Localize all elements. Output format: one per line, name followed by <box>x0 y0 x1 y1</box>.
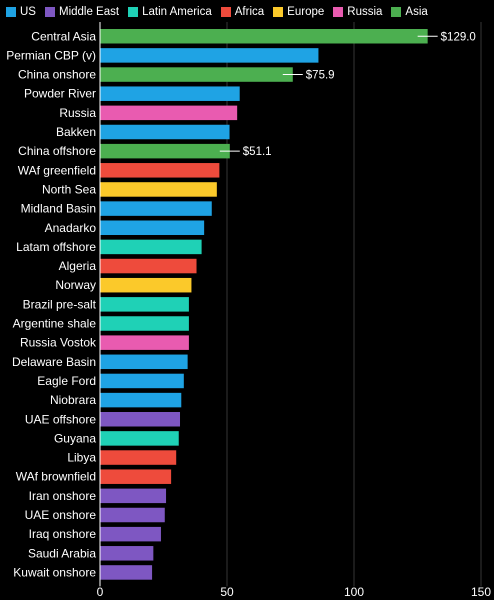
bar <box>100 258 197 274</box>
bar <box>100 507 165 523</box>
category-label: China offshore <box>18 144 96 158</box>
bar <box>100 373 184 389</box>
bar <box>100 201 212 216</box>
category-label: Bakken <box>56 125 96 139</box>
bar <box>100 124 230 140</box>
category-label: WAf brownfield <box>16 470 96 484</box>
legend-item: US <box>6 6 36 18</box>
bar <box>100 392 182 408</box>
legend-label: Middle East <box>58 6 120 18</box>
bar <box>100 220 205 235</box>
x-tick-label: 150 <box>471 585 491 599</box>
category-label: Libya <box>67 451 96 465</box>
category-label: North Sea <box>42 182 96 196</box>
category-label: UAE onshore <box>25 508 97 522</box>
bar <box>100 469 172 484</box>
category-label: Russia <box>59 106 96 120</box>
category-label: Anadarko <box>45 221 97 235</box>
bar <box>100 277 192 293</box>
value-annotation: $129.0 <box>441 31 476 43</box>
bar <box>100 29 428 44</box>
bar <box>100 239 202 255</box>
category-label: Eagle Ford <box>37 374 96 388</box>
legend-label: Asia <box>405 6 428 18</box>
legend-swatch <box>273 7 284 17</box>
bar <box>100 565 153 580</box>
legend-swatch <box>44 7 55 17</box>
bar <box>100 546 154 561</box>
legend-item: Asia <box>391 6 428 18</box>
category-label: Argentine shale <box>13 317 97 331</box>
category-label: Central Asia <box>31 29 96 43</box>
legend-swatch <box>128 7 139 17</box>
legend-swatch <box>333 7 344 17</box>
bar <box>100 354 188 370</box>
legend-swatch <box>220 7 231 17</box>
legend-item: Africa <box>220 6 265 18</box>
bar <box>100 431 179 446</box>
bar <box>100 182 217 197</box>
category-label: Brazil pre-salt <box>23 297 97 311</box>
chart-legend: US Middle East Latin America Africa Europe Ru… <box>6 4 437 20</box>
legend-item: Latin America <box>128 6 212 18</box>
category-label: Algeria <box>59 259 97 273</box>
value-annotation: $51.1 <box>243 146 272 158</box>
category-label: Powder River <box>24 87 96 101</box>
category-label: Latam offshore <box>16 240 96 254</box>
category-label: Iran onshore <box>29 489 97 503</box>
value-annotation: $75.9 <box>306 70 335 82</box>
category-label: China onshore <box>18 68 96 82</box>
x-tick-label: 100 <box>344 585 364 599</box>
bar <box>100 450 177 465</box>
legend-label: Latin America <box>142 6 212 18</box>
legend-item: Middle East <box>44 6 120 18</box>
category-label: Kuwait onshore <box>13 565 96 579</box>
category-label: WAf greenfield <box>18 163 96 177</box>
legend-label: Europe <box>287 6 325 18</box>
bar <box>100 67 293 82</box>
bar <box>100 335 189 350</box>
bar <box>100 412 181 427</box>
legend-swatch <box>6 7 16 17</box>
bar <box>100 316 189 331</box>
bar <box>100 488 167 504</box>
category-label: Iraq onshore <box>29 527 97 541</box>
legend-label: Africa <box>234 6 265 18</box>
bar <box>100 48 319 63</box>
category-label: Guyana <box>54 431 96 445</box>
category-label: Saudi Arabia <box>28 546 96 560</box>
bar <box>100 105 238 121</box>
bar <box>100 297 189 312</box>
category-label: Russia Vostok <box>20 336 97 350</box>
category-label: Delaware Basin <box>12 355 96 369</box>
category-label: Niobrara <box>50 393 96 407</box>
category-label: UAE offshore <box>25 412 96 426</box>
category-label: Midland Basin <box>21 202 96 216</box>
legend-item: Europe <box>273 6 324 18</box>
x-tick-label: 0 <box>97 585 104 599</box>
legend-swatch <box>391 7 402 17</box>
legend-item: Russia <box>333 6 382 18</box>
legend-label: Russia <box>347 6 383 18</box>
bar <box>100 163 220 178</box>
category-label: Norway <box>55 278 96 292</box>
legend-label: US <box>20 6 36 18</box>
x-tick-label: 50 <box>220 585 234 599</box>
category-label: Permian CBP (v) <box>6 48 96 62</box>
bar <box>100 143 230 159</box>
bar <box>100 86 240 101</box>
bar <box>100 526 161 542</box>
